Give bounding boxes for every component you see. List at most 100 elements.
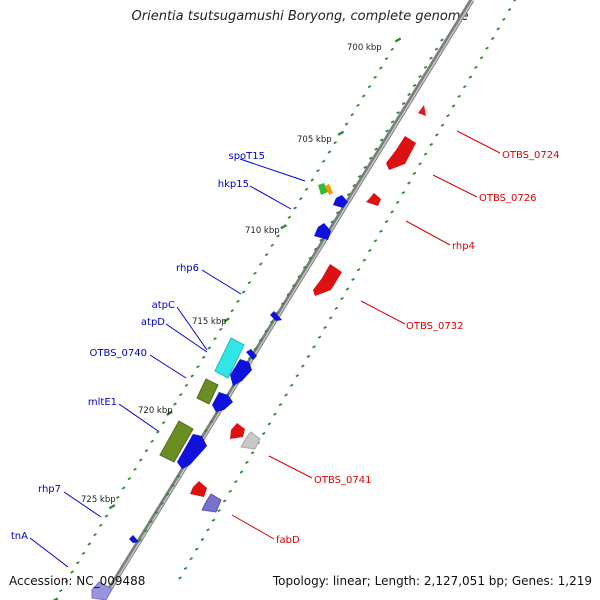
ruler-tick [356, 103, 360, 107]
gene-label-otbs0724[interactable]: OTBS_0724 [502, 150, 559, 161]
ruler-tick [379, 66, 383, 70]
ruler-tick [64, 579, 69, 583]
ruler-tick [70, 570, 74, 574]
ruler-tick [280, 224, 288, 230]
ruler-tick [344, 122, 349, 126]
gene-callout-lines [29, 130, 501, 568]
gene-box-green[interactable] [318, 183, 328, 195]
ruler-tick [350, 113, 355, 117]
ruler-tick [280, 302, 285, 306]
ruler-labels: 700 kbp 705 kbp 710 kbp 715 kbp 720 kbp … [81, 43, 382, 505]
gene-label-otbs0740[interactable]: OTBS_0740 [90, 348, 147, 359]
ruler-tick [215, 411, 219, 415]
gene-label-atpD[interactable]: atpD [141, 317, 165, 328]
ruler-tick [312, 345, 316, 349]
ruler-tick [362, 258, 367, 262]
ruler-tick [184, 383, 189, 387]
ruler-tick [258, 262, 263, 266]
gene-label-otbs0732[interactable]: OTBS_0732 [406, 321, 463, 332]
gene-arrow-blue-large[interactable] [177, 434, 207, 469]
ruler-tick [284, 393, 288, 397]
gene-label-hkp15[interactable]: hkp15 [218, 179, 249, 190]
ruler-tick [308, 256, 313, 260]
callout-line [29, 537, 69, 568]
ruler-tick [479, 56, 484, 60]
ruler-tick [253, 271, 257, 275]
gene-label-spoT15[interactable]: spoT15 [228, 151, 265, 162]
ruler-tick [138, 458, 143, 462]
ruler-tick [446, 114, 450, 118]
gene-arrow-small[interactable] [418, 105, 426, 116]
gene-box-mltE1[interactable] [159, 420, 194, 463]
ruler-label: 715 kbp [192, 317, 227, 327]
ruler-tick [150, 439, 154, 443]
gene-arrow-otbs0741[interactable] [230, 423, 245, 439]
ruler-tick [275, 311, 280, 315]
gene-arrow-otbs0726[interactable] [366, 193, 381, 206]
gene-label-rhp6[interactable]: rhp6 [176, 263, 199, 274]
gene-arrow-atpD[interactable] [230, 359, 252, 386]
gene-arrow-rhp6[interactable] [270, 311, 282, 321]
ruler-tick [434, 47, 439, 51]
ruler-tick [178, 393, 183, 397]
callout-line [268, 455, 313, 479]
ruler-tick [87, 542, 92, 546]
gene-arrow-rhp7[interactable] [129, 535, 139, 543]
gene-label-otbs0726[interactable]: OTBS_0726 [479, 193, 536, 204]
gene-box-cyan[interactable] [214, 337, 245, 379]
ruler-tick [313, 247, 318, 251]
gene-label-fabD[interactable]: fabD [276, 535, 300, 546]
ruler-tick [302, 265, 307, 269]
ruler-tick [390, 47, 395, 51]
ruler-tick [396, 111, 400, 115]
ruler-tick [236, 299, 240, 303]
ruler-tick [379, 229, 383, 233]
ruler-tick [217, 509, 221, 513]
gene-label-tnA[interactable]: tnA [11, 531, 28, 542]
gene-arrow-spoT15[interactable] [333, 195, 348, 208]
gene-label-mltE1[interactable]: mltE1 [88, 397, 117, 408]
ruler-tick [234, 480, 238, 484]
ruler-tick [407, 181, 411, 185]
ruler-tick [384, 57, 389, 61]
ruler-tick [289, 383, 294, 387]
ruler-tick [412, 171, 417, 175]
gene-label-atpC[interactable]: atpC [152, 300, 175, 311]
ruler-tick [154, 511, 159, 515]
gene-arrow-otbs0724[interactable] [386, 136, 416, 170]
ruler-tick [352, 183, 356, 188]
gene-arrow-fabD[interactable] [190, 481, 207, 497]
gene-box-lavender[interactable] [201, 493, 222, 513]
ruler-label: 725 kbp [81, 495, 116, 505]
gene-arrow-otbs0740[interactable] [212, 392, 233, 412]
gene-arrow-hkp15[interactable] [314, 223, 331, 240]
ruler-tick [462, 85, 467, 89]
ruler-tick [121, 486, 126, 490]
map-title: Orientia tsutsugamushi Boryong, complete… [131, 9, 469, 24]
ruler-tick [297, 274, 302, 278]
ruler-tick [295, 374, 300, 378]
ruler-tick [412, 83, 417, 88]
gene-label-rhp7[interactable]: rhp7 [38, 484, 61, 495]
ruler-tick [327, 150, 332, 154]
ruler-tick [207, 346, 212, 350]
ruler-tick [330, 220, 334, 224]
gene-box-orange[interactable] [325, 184, 333, 195]
ruler-tick [423, 65, 428, 69]
gene-box-grey[interactable] [240, 431, 261, 450]
gene-label-otbs0741[interactable]: OTBS_0741 [314, 475, 371, 486]
genome-backbone-highlight [103, 0, 474, 600]
gene-arrow-otbs0732[interactable] [313, 264, 342, 296]
gene-label-rhp4[interactable]: rhp4 [452, 241, 475, 252]
callout-line [360, 300, 406, 325]
gene-arrow-atpC[interactable] [246, 349, 257, 360]
gene-box-olive[interactable] [196, 378, 219, 405]
ruler-tick [474, 65, 478, 69]
gene-box-tnA[interactable] [91, 581, 113, 600]
ruler-tick [144, 449, 149, 453]
ruler-tick [335, 211, 340, 215]
callout-line [231, 514, 275, 540]
ruler-tick [269, 320, 274, 324]
ruler-tick [176, 474, 181, 478]
